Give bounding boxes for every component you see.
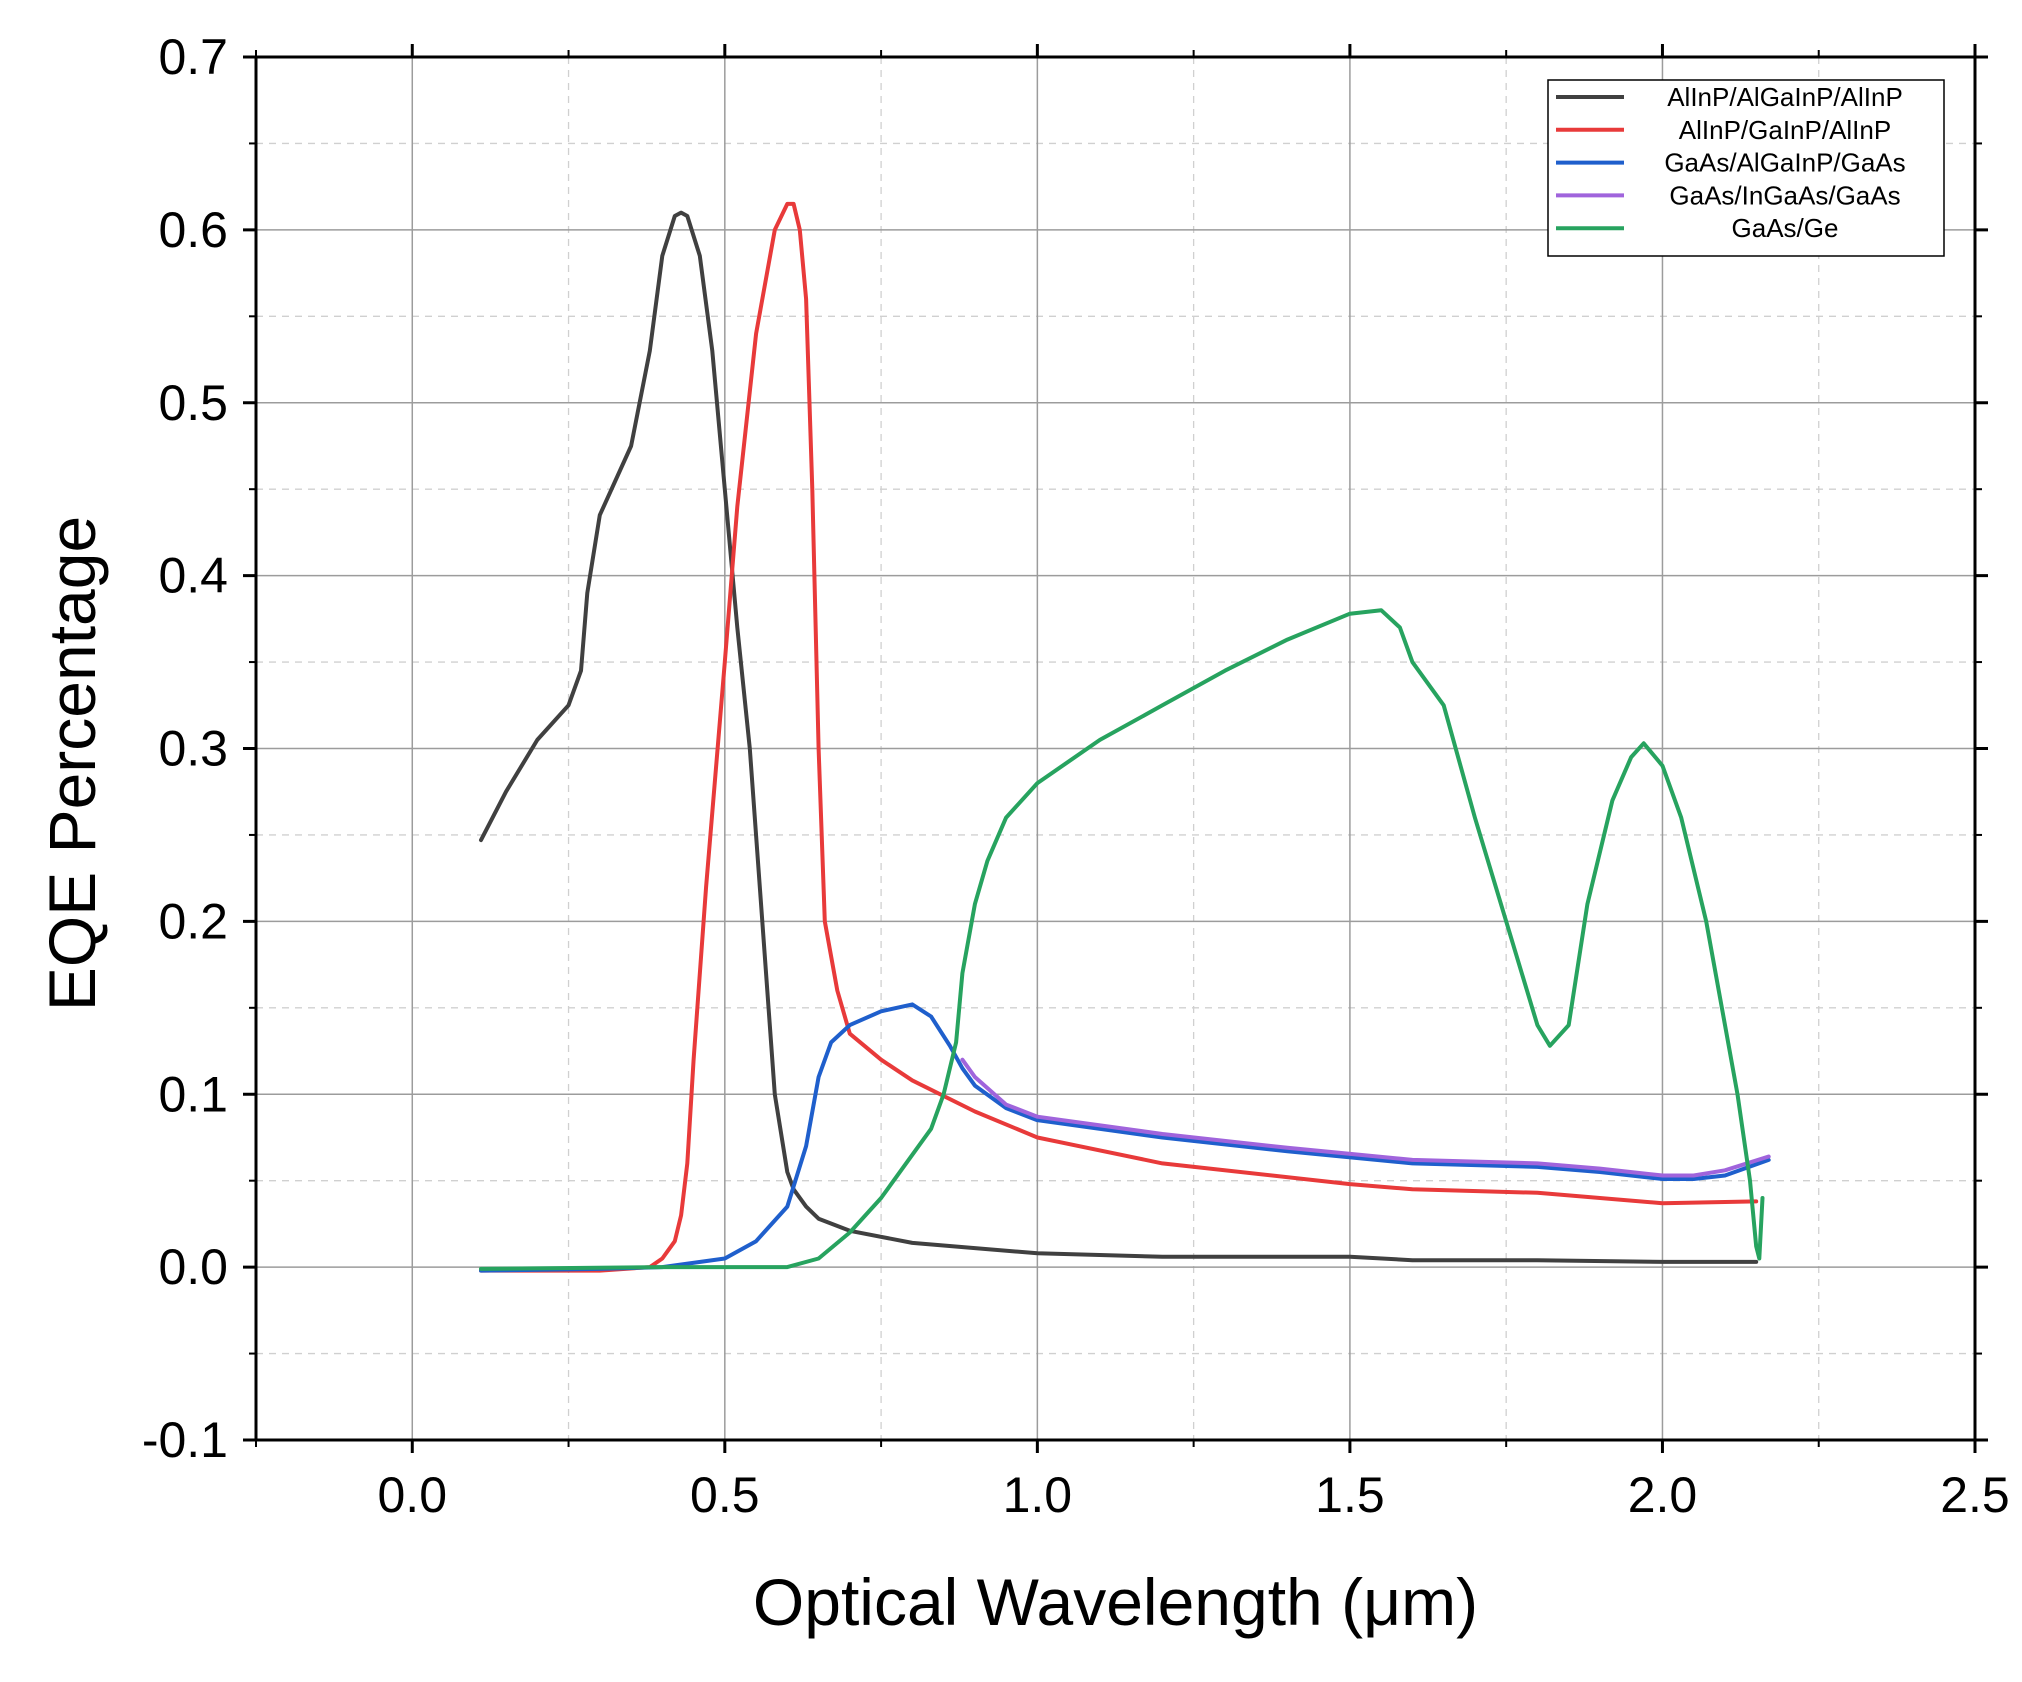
- series-line: [479, 608, 1765, 1271]
- x-tick-label: 1.5: [1315, 1467, 1385, 1523]
- x-axis-title: Optical Wavelength (μm): [753, 1565, 1478, 1639]
- legend: AlInP/AlGaInP/AlInPAlInP/GaInP/AlInPGaAs…: [1547, 79, 1945, 257]
- x-tick-label: 1.0: [1003, 1467, 1073, 1523]
- series-line: [479, 210, 1759, 1264]
- y-tick-label: 0.0: [158, 1239, 228, 1295]
- y-tick-label: 0.5: [158, 375, 228, 431]
- y-axis-title: EQE Percentage: [35, 516, 109, 1011]
- y-tick-label: 0.7: [158, 29, 228, 85]
- y-tick-label: 0.4: [158, 548, 228, 604]
- series-line: [479, 201, 1759, 1273]
- x-tick-label: 2.0: [1628, 1467, 1698, 1523]
- series-line: [960, 1057, 1771, 1178]
- legend-label: GaAs/AlGaInP/GaAs: [1664, 148, 1905, 178]
- y-tick-label: 0.2: [158, 893, 228, 949]
- x-tick-label: 0.0: [378, 1467, 448, 1523]
- x-tick-label: 0.5: [690, 1467, 760, 1523]
- tick-labels: 0.0 0.5 1.0 1.5 2.0 2.5 -0.1 0.0 0.1 0.2 0.3 0.4 0.5…: [142, 29, 2010, 1523]
- y-tick-label: 0.3: [158, 721, 228, 777]
- series-line: [479, 1002, 1771, 1273]
- legend-label: GaAs/InGaAs/GaAs: [1669, 180, 1900, 210]
- y-tick-label: 0.1: [158, 1066, 228, 1122]
- ticks: [243, 44, 1988, 1453]
- legend-label: GaAs/Ge: [1732, 213, 1839, 243]
- grid: [255, 56, 1976, 1441]
- series-lines: [479, 201, 1771, 1273]
- legend-label: AlInP/AlGaInP/AlInP: [1667, 82, 1903, 112]
- y-tick-label: 0.6: [158, 202, 228, 258]
- x-tick-label: 2.5: [1940, 1467, 2010, 1523]
- y-tick-label: -0.1: [142, 1412, 228, 1468]
- legend-label: AlInP/GaInP/AlInP: [1679, 115, 1891, 145]
